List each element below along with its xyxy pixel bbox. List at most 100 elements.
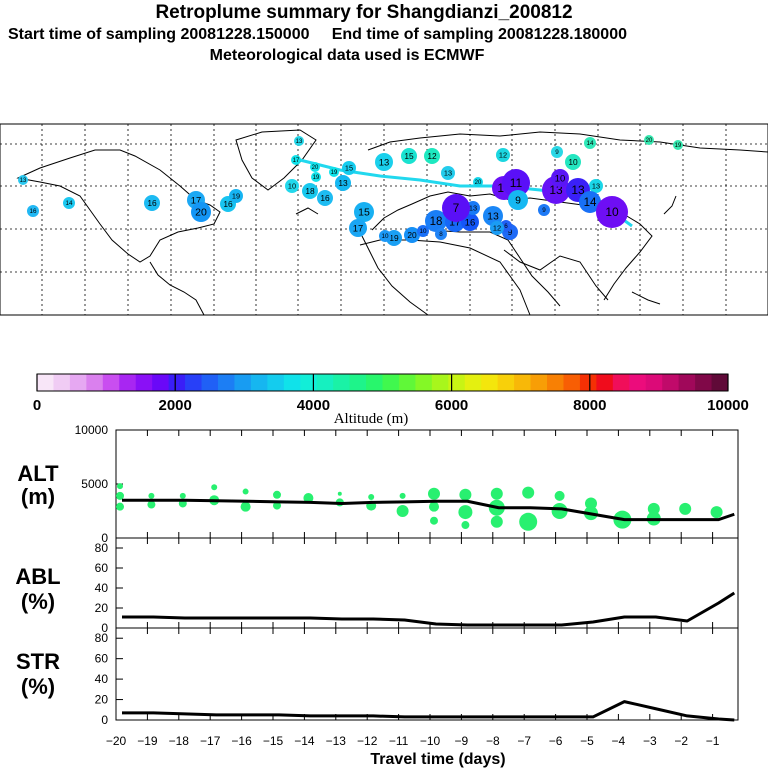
plume-point-label: 6 <box>504 223 508 230</box>
colorbar-cell <box>283 374 301 391</box>
x-tick-label: −12 <box>357 734 378 748</box>
plume-point <box>589 179 603 193</box>
plume-point-label: 10 <box>605 205 619 219</box>
altitude-point <box>522 486 535 499</box>
altitude-point <box>211 484 218 491</box>
plume-point-label: 15 <box>404 151 414 161</box>
colorbar-cell <box>333 374 351 391</box>
y-tick-label: 20 <box>95 601 109 615</box>
plume-point <box>496 148 510 162</box>
altitude-point <box>554 490 565 501</box>
altitude-point <box>399 492 406 499</box>
plume-point <box>483 206 503 226</box>
altitude-point <box>240 501 251 512</box>
plume-point-label: 20 <box>312 165 319 171</box>
colorbar-tick-label: 0 <box>33 397 41 414</box>
colorbar-cell <box>217 374 235 391</box>
colorbar-tick-label: 4000 <box>297 397 330 414</box>
plume-point <box>417 225 429 237</box>
plume-point <box>644 135 654 145</box>
panel-frame <box>115 537 739 629</box>
plume-point-label: 13 <box>487 211 499 223</box>
plume-point <box>349 219 367 237</box>
plume-point <box>596 196 628 228</box>
x-tick-label: −13 <box>326 734 347 748</box>
plume-point <box>191 202 211 222</box>
altitude-point <box>679 502 692 515</box>
plume-point <box>508 190 528 210</box>
altitude-point <box>461 521 470 530</box>
plume-point-label: 20 <box>195 207 207 219</box>
colorbar-cell <box>596 374 614 391</box>
colorbar-cell <box>398 374 416 391</box>
y-tick-label: 40 <box>95 672 109 686</box>
plume-point-label: 19 <box>313 175 320 181</box>
colorbar-tick-label: 2000 <box>159 397 192 414</box>
colorbar-label: Altitude (m) <box>334 411 409 427</box>
plume-point <box>404 227 420 243</box>
colorbar-tick-label: 6000 <box>435 397 468 414</box>
plume-point <box>310 162 320 172</box>
colorbar-cell <box>86 374 104 391</box>
plume-point-label: 14 <box>584 197 597 209</box>
altitude-point <box>368 493 375 500</box>
sampling-times: Start time of sampling 20081228.150000 E… <box>8 26 627 44</box>
altitude-point <box>430 516 438 525</box>
plume-point-label: 12 <box>493 224 501 233</box>
plume-point-label: 13 <box>571 183 585 197</box>
panel-ylabel-unit: (%) <box>21 589 55 614</box>
x-tick-label: −16 <box>231 734 252 748</box>
panel-frame <box>115 627 739 721</box>
panel-abl: 80 60 40 20 0 ABL(%) <box>15 537 739 635</box>
y-tick-label: 60 <box>95 561 109 575</box>
x-tick-label: −9 <box>455 734 469 748</box>
plume-point-label: 10 <box>555 173 566 184</box>
altitude-point <box>147 500 156 509</box>
plume-point <box>311 172 321 182</box>
plume-point-label: 13 <box>379 157 390 168</box>
plume-point-label: 13 <box>296 139 303 145</box>
colorbar-cell <box>579 374 597 391</box>
colorbar-cell <box>514 374 532 391</box>
x-tick-label: −1 <box>706 734 720 748</box>
colorbar-cell <box>349 374 367 391</box>
start-time-label: Start time of sampling 20081228.150000 <box>8 26 310 43</box>
colorbar-cell <box>662 374 680 391</box>
colorbar-cell <box>152 374 170 391</box>
plume-point-label: 19 <box>389 233 399 243</box>
altitude-point <box>117 483 123 490</box>
colorbar-cell <box>102 374 120 391</box>
altitude-point <box>273 501 281 510</box>
series-line-abl <box>122 591 736 627</box>
altitude-point <box>490 515 503 528</box>
panel-ylabel: ALT <box>17 461 59 486</box>
plume-point-label: 17 <box>191 195 202 206</box>
plume-point-label: 17 <box>353 223 364 234</box>
plume-point-label: 16 <box>147 198 157 208</box>
plume-point <box>329 167 339 177</box>
altitude-point <box>519 512 538 531</box>
plume-point <box>144 195 160 211</box>
colorbar-cell <box>267 374 285 391</box>
plume-point-label: 15 <box>345 164 353 173</box>
x-tick-label: −2 <box>674 734 688 748</box>
altitude-point <box>303 493 314 504</box>
colorbar-cell <box>678 374 696 391</box>
colorbar-cell <box>234 374 252 391</box>
plume-point-label: 10 <box>568 157 578 167</box>
plume-point-label: 18 <box>305 186 315 196</box>
y-tick-label: 5000 <box>81 477 108 491</box>
plume-point-label: 7 <box>453 201 460 215</box>
y-tick-label: 20 <box>95 693 109 707</box>
plume-point <box>375 153 393 171</box>
plume-point-label: 9 <box>555 149 559 156</box>
plume-point <box>442 194 470 222</box>
plume-point-label: 16 <box>29 208 37 215</box>
altitude-point <box>459 488 472 501</box>
altitude-point <box>428 487 440 500</box>
plume-point-label: 16 <box>320 193 330 203</box>
altitude-point <box>551 503 568 519</box>
colorbar-cell <box>415 374 433 391</box>
